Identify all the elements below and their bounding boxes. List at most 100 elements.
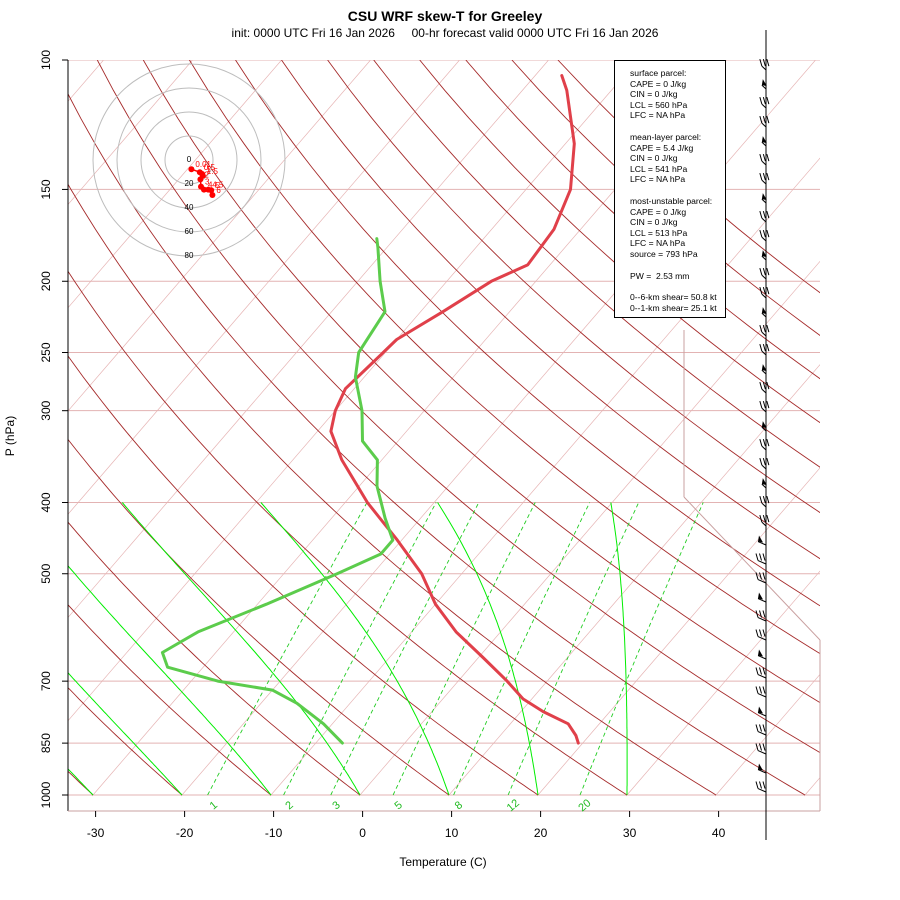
wind-barb (755, 686, 767, 698)
hodograph-point-label: 5 (215, 181, 220, 190)
mean-layer-cin: CIN = 0 J/kg (630, 153, 678, 164)
wind-barb (759, 438, 770, 451)
isotherm-line (536, 467, 820, 797)
hodograph-point-label: 4.5 (212, 181, 224, 190)
dry-adiabat-line (68, 521, 361, 796)
most-unstable-source: source = 793 hPa (630, 248, 698, 259)
isotherm-line (714, 673, 820, 797)
hodograph-ring (140, 111, 238, 209)
temperature-profile (329, 74, 580, 745)
dry-adiabat-line (327, 60, 820, 514)
mixing-ratio-line (579, 502, 704, 796)
mixing-ratio-line (507, 502, 640, 796)
hodograph-point (188, 166, 195, 173)
hodograph-ring-label: 60 (185, 227, 194, 236)
dry-adiabat-line (68, 604, 272, 796)
isotherm-line (68, 60, 371, 412)
isotherm-line (68, 60, 460, 515)
hodograph-point (197, 176, 204, 183)
isotherm-line (68, 60, 549, 619)
wind-barb (759, 58, 770, 71)
diagram-grid (68, 60, 820, 797)
most-unstable-cin: CIN = 0 J/kg (630, 217, 678, 228)
y-tick-label: 400 (39, 492, 53, 512)
hodograph-ring (164, 135, 214, 185)
wind-barb (757, 706, 767, 717)
hodograph-point-label: 6 (216, 186, 221, 195)
x-axis-label: Temperature (C) (399, 855, 486, 869)
wind-barb (755, 781, 767, 793)
mixing-ratio-line (453, 502, 591, 796)
isotherm-line (68, 60, 193, 206)
y-tick-label: 850 (39, 733, 53, 753)
chart-title: CSU WRF skew-T for Greeley (348, 8, 543, 24)
hodograph-ring-label: 80 (185, 251, 194, 260)
surface-lcl: LCL = 560 hPa (630, 99, 688, 110)
dry-adiabat-line (68, 355, 539, 796)
moist-adiabat-line (260, 502, 450, 796)
mean-layer-cape: CAPE = 5.4 J/kg (630, 142, 694, 153)
wind-barb (759, 457, 770, 470)
shear-0-1km: 0--1-km shear= 25.1 kt (630, 302, 717, 313)
hodograph-point-label: 3 (205, 178, 210, 187)
dry-adiabat-line (465, 60, 820, 380)
y-tick-label: 300 (39, 400, 53, 420)
wind-barb (755, 629, 767, 641)
dry-adiabat-line (68, 183, 717, 796)
isotherm-line (269, 157, 820, 797)
isotherm-line (68, 60, 282, 309)
precipitable-water: PW = 2.53 mm (630, 270, 690, 281)
dry-adiabat-line (189, 60, 820, 655)
surface-lfc: LFC = NA hPa (630, 110, 686, 121)
dry-adiabat-line (68, 270, 628, 796)
x-tick-label: 0 (359, 826, 366, 840)
y-tick-label: 100 (39, 50, 53, 70)
hodograph-ring-label: 20 (185, 179, 194, 188)
hodograph-point-label: 2 (204, 170, 209, 179)
surface-cin: CIN = 0 J/kg (630, 89, 678, 100)
mixing-ratio-label: 8 (453, 799, 465, 812)
wind-barb (755, 553, 767, 565)
hodograph-point-label: 4 (208, 181, 213, 190)
mean-layer-lcl: LCL = 541 hPa (630, 163, 688, 174)
wind-barb (759, 286, 770, 299)
dry-adiabat-line (142, 60, 820, 704)
most-unstable-lcl: LCL = 513 hPa (630, 227, 688, 238)
x-tick-label: 30 (623, 826, 637, 840)
sounding-profiles (160, 74, 580, 745)
isotherm-line (358, 260, 820, 797)
mixing-ratio-label: 5 (393, 799, 405, 812)
wind-barb (759, 153, 770, 166)
dry-adiabat-line (281, 60, 820, 560)
most-unstable-header: most-unstable parcel: (630, 195, 713, 206)
y-tick-label: 1000 (39, 781, 53, 808)
chart-subtitle: init: 0000 UTC Fri 16 Jan 2026 00-hr for… (232, 26, 659, 40)
wind-barb (757, 649, 767, 660)
dry-adiabat-line (373, 60, 820, 468)
hodograph-ring (92, 63, 286, 257)
wind-barb (757, 763, 767, 774)
diagonal-edge-line (683, 496, 821, 641)
wind-barb (759, 115, 770, 128)
mean-layer-header: mean-layer parcel: (630, 131, 702, 142)
wind-barb (759, 400, 770, 413)
dry-adiabat-line (96, 60, 820, 754)
wind-barb (757, 592, 767, 603)
hodograph-ring-label: 0 (187, 155, 192, 164)
moist-adiabat-line (437, 502, 539, 796)
dry-adiabat-line (235, 60, 820, 607)
wind-barb (755, 724, 767, 736)
wind-barb (755, 572, 767, 584)
y-tick-label: 250 (39, 342, 53, 362)
dewpoint-profile (160, 237, 395, 745)
y-tick-label: 500 (39, 563, 53, 583)
wind-barb (761, 136, 767, 147)
wind-barb (759, 172, 770, 185)
hodograph-point (209, 192, 216, 198)
wind-barbs (755, 58, 770, 793)
wind-barb (759, 343, 770, 356)
dry-adiabat-line (557, 60, 820, 294)
x-tick-label: -20 (176, 826, 194, 840)
wind-barb (761, 307, 767, 318)
